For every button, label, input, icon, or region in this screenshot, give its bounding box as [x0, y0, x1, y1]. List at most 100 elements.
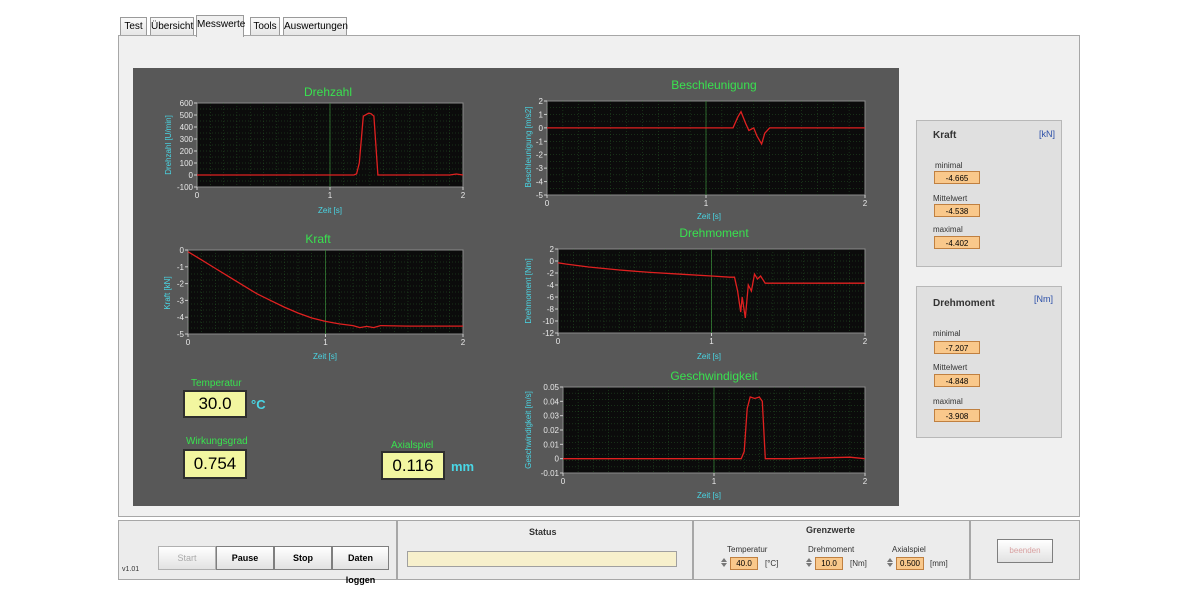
- tab-tools[interactable]: Tools: [250, 17, 280, 35]
- axialspiel-label: Axialspiel: [391, 440, 434, 451]
- chart-kraft-xtick-label: 1: [323, 338, 328, 347]
- chart-geschwindigkeit-ytick-label: 0.05: [543, 383, 559, 392]
- ylabel-drehzahl: Drehzahl [U/min]: [164, 115, 173, 175]
- chart-beschleunigung-ytick-label: 0: [539, 124, 544, 133]
- beenden-button[interactable]: beenden: [997, 539, 1053, 563]
- kraft-max-label: maximal: [933, 225, 963, 234]
- chart-drehzahl-xtick-label: 1: [328, 191, 333, 200]
- wirkungsgrad-label: Wirkungsgrad: [186, 436, 248, 447]
- daten-loggen-button[interactable]: Daten loggen: [332, 546, 389, 585]
- chart-title-geschwindigkeit: Geschwindigkeit: [670, 369, 758, 383]
- grenzwerte-section: [693, 520, 970, 580]
- chart-drehmoment-ytick-label: -4: [547, 281, 555, 290]
- chart-drehzahl-ytick-label: 500: [180, 111, 194, 120]
- chart-drehmoment-ytick-label: -6: [547, 293, 555, 302]
- chart-title-beschleunigung: Beschleunigung: [671, 78, 756, 92]
- chart-beschleunigung-ytick-label: 1: [539, 110, 544, 119]
- chart-title-drehmoment: Drehmoment: [679, 226, 749, 240]
- tab-test[interactable]: Test: [120, 17, 147, 35]
- grenz-moment-spinner[interactable]: [804, 557, 813, 571]
- chart-geschwindigkeit-xtick-label: 0: [561, 477, 566, 486]
- chart-drehmoment-xtick-label: 1: [709, 337, 714, 346]
- chart-geschwindigkeit-ytick-label: 0: [555, 455, 560, 464]
- grenz-moment-unit: [Nm]: [850, 559, 867, 568]
- chart-drehmoment-ytick-label: 0: [550, 257, 555, 266]
- axialspiel-value: 0.116: [381, 451, 445, 480]
- drehmoment-stats-title: Drehmoment: [933, 298, 995, 309]
- chart-drehzahl-ytick-label: 200: [180, 147, 194, 156]
- xlabel-kraft: Zeit [s]: [313, 352, 337, 361]
- chart-drehzahl-xtick-label: 2: [461, 191, 466, 200]
- grenz-temp-label: Temperatur: [727, 545, 768, 554]
- ylabel-geschwindigkeit: Geschwindigkeit [m/s]: [524, 391, 533, 469]
- kraft-mean-label: Mittelwert: [933, 194, 968, 203]
- kraft-mean-value: -4.538: [934, 204, 980, 217]
- grenz-axial-label: Axialspiel: [892, 545, 926, 554]
- chart-drehmoment-trace: [557, 262, 865, 319]
- xlabel-beschleunigung: Zeit [s]: [697, 212, 721, 221]
- chart-beschleunigung-xtick-label: 1: [704, 199, 709, 208]
- chart-geschwindigkeit-xtick-label: 1: [712, 477, 717, 486]
- chart-drehmoment-ytick-label: -2: [547, 269, 555, 278]
- chart-kraft-xtick-label: 2: [461, 338, 466, 347]
- drehmoment-min-value: -7.207: [934, 341, 980, 354]
- chart-drehmoment-ytick-label: -10: [542, 317, 554, 326]
- xlabel-geschwindigkeit: Zeit [s]: [697, 491, 721, 500]
- drehmoment-stats-group: Drehmoment [Nm] minimal -7.207 Mittelwer…: [916, 286, 1062, 438]
- chart-beschleunigung-ytick-label: 2: [539, 97, 544, 106]
- chart-beschleunigung-ytick-label: -4: [536, 178, 544, 187]
- start-button[interactable]: Start: [158, 546, 216, 570]
- chart-drehzahl-ytick-label: 100: [180, 159, 194, 168]
- temperatur-value: 30.0: [183, 390, 247, 418]
- chart-kraft-ytick-label: -2: [177, 280, 185, 289]
- stop-button[interactable]: Stop: [274, 546, 332, 570]
- grenzwerte-title: Grenzwerte: [806, 525, 856, 535]
- pause-button[interactable]: Pause: [216, 546, 274, 570]
- chart-title-drehzahl: Drehzahl: [304, 85, 352, 99]
- chart-beschleunigung-ytick-label: -5: [536, 191, 544, 200]
- chart-drehmoment-xtick-label: 0: [556, 337, 561, 346]
- drehmoment-min-label: minimal: [933, 329, 961, 338]
- wirkungsgrad-value: 0.754: [183, 449, 247, 479]
- chart-geschwindigkeit-ytick-label: 0.01: [543, 440, 559, 449]
- drehmoment-max-label: maximal: [933, 397, 963, 406]
- chart-drehzahl-trace: [197, 112, 464, 176]
- chart-drehmoment-ytick-label: 2: [550, 245, 555, 254]
- kraft-stats-group: Kraft [kN] minimal -4.665 Mittelwert -4.…: [916, 120, 1062, 267]
- drehmoment-mean-label: Mittelwert: [933, 363, 968, 372]
- grenz-axial-input[interactable]: 0.500: [896, 557, 924, 570]
- ylabel-kraft: Kraft [kN]: [163, 276, 172, 309]
- chart-drehzahl-ytick-label: 0: [189, 171, 194, 180]
- grenz-temp-spinner[interactable]: [719, 557, 728, 571]
- kraft-stats-title: Kraft: [933, 130, 957, 141]
- grenz-temp-input[interactable]: 40.0: [730, 557, 758, 570]
- chart-beschleunigung-ytick-label: -2: [536, 151, 544, 160]
- grenz-moment-input[interactable]: 10.0: [815, 557, 843, 570]
- chart-geschwindigkeit-ytick-label: 0.03: [543, 412, 559, 421]
- grenz-axial-spinner[interactable]: [885, 557, 894, 571]
- chart-drehzahl-ytick-label: 400: [180, 123, 194, 132]
- tab-uebersicht[interactable]: Übersicht: [150, 17, 194, 35]
- version-label: v1.01: [122, 566, 140, 573]
- chart-kraft-ytick-label: -4: [177, 313, 185, 322]
- xlabel-drehzahl: Zeit [s]: [318, 206, 342, 215]
- chart-drehmoment-ytick-label: -8: [547, 305, 555, 314]
- chart-kraft-xtick-label: 0: [186, 338, 191, 347]
- chart-beschleunigung-xtick-label: 2: [863, 199, 868, 208]
- tab-auswertungen[interactable]: Auswertungen: [283, 17, 348, 35]
- chart-geschwindigkeit-ytick-label: 0.02: [543, 426, 559, 435]
- kraft-min-label: minimal: [935, 161, 963, 170]
- chart-beschleunigung-ytick-label: -3: [536, 164, 544, 173]
- chart-drehmoment-ytick-label: -12: [542, 329, 554, 338]
- chart-kraft-ytick-label: -1: [177, 263, 185, 272]
- grenz-moment-label: Drehmoment: [808, 545, 855, 554]
- grenz-temp-unit: [°C]: [765, 559, 779, 568]
- temperatur-label: Temperatur: [191, 378, 242, 389]
- drehmoment-max-value: -3.908: [934, 409, 980, 422]
- tab-messwerte[interactable]: Messwerte: [196, 15, 245, 37]
- chart-drehzahl-ytick-label: 600: [180, 99, 194, 108]
- chart-beschleunigung-trace: [547, 110, 865, 146]
- chart-drehmoment-xtick-label: 2: [863, 337, 868, 346]
- drehmoment-stats-unit: [Nm]: [1034, 294, 1053, 304]
- chart-beschleunigung-xtick-label: 0: [545, 199, 550, 208]
